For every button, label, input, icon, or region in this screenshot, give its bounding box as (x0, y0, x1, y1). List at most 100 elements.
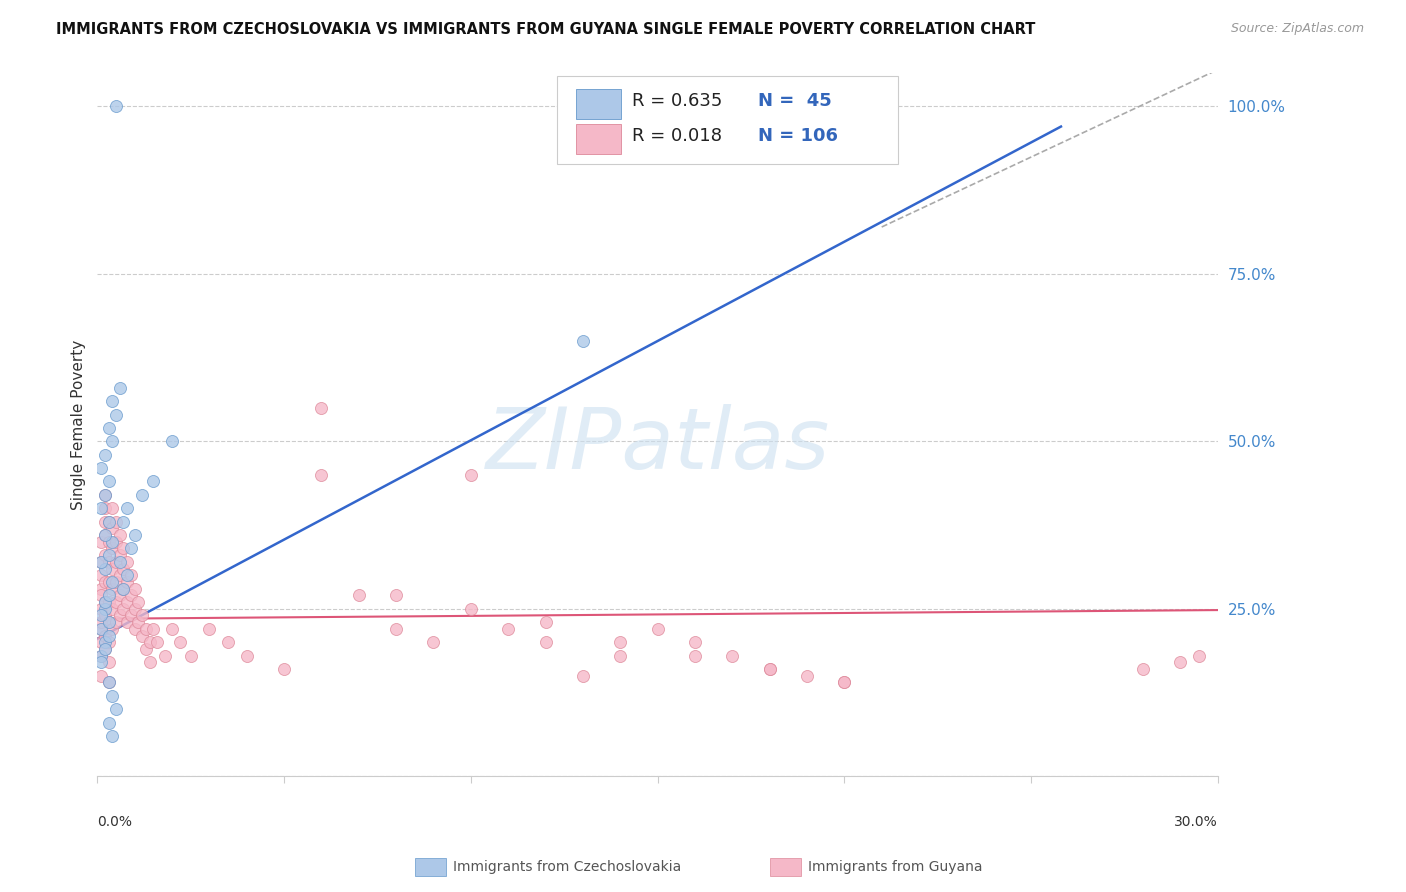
Point (101, 394, 124, 409)
Point (94, 628, 117, 642)
Point (97, 534, 120, 549)
Point (90, 622, 112, 636)
Point (834, 675, 856, 690)
Point (90, 588, 112, 602)
Point (460, 467, 482, 482)
Point (97, 628, 120, 642)
Point (160, 434, 183, 449)
Point (496, 622, 519, 636)
Point (834, 675, 856, 690)
Point (101, 534, 124, 549)
Point (115, 595, 138, 609)
Point (198, 622, 221, 636)
Point (97, 588, 120, 602)
Point (105, 534, 128, 549)
Point (94, 488, 117, 502)
Point (135, 641, 157, 656)
Point (97, 675, 120, 690)
Point (105, 595, 128, 609)
Point (460, 601, 482, 615)
Point (94, 528, 117, 542)
Point (90, 555, 112, 569)
Point (180, 648, 202, 663)
Point (94, 488, 117, 502)
Point (112, 515, 135, 529)
Point (90, 656, 112, 670)
Text: N = 106: N = 106 (758, 128, 838, 145)
Point (108, 568, 131, 582)
Point (94, 574, 117, 589)
Point (347, 588, 370, 602)
Point (124, 622, 146, 636)
Point (146, 635, 169, 649)
Point (609, 648, 631, 663)
Point (311, 467, 333, 482)
Point (142, 622, 165, 636)
Text: IMMIGRANTS FROM CZECHOSLOVAKIA VS IMMIGRANTS FROM GUYANA SINGLE FEMALE POVERTY C: IMMIGRANTS FROM CZECHOSLOVAKIA VS IMMIGR… (56, 22, 1036, 37)
Point (124, 582, 146, 596)
Point (90, 568, 112, 582)
Point (97, 574, 120, 589)
Point (115, 501, 138, 516)
Text: Immigrants from Czechoslovakia: Immigrants from Czechoslovakia (453, 860, 681, 874)
Point (108, 528, 131, 542)
Point (1170, 656, 1192, 670)
Point (105, 574, 128, 589)
Point (94, 528, 117, 542)
Point (127, 595, 149, 609)
Point (94, 561, 117, 575)
Text: 30.0%: 30.0% (1174, 814, 1218, 829)
Point (108, 588, 131, 602)
Point (385, 588, 408, 602)
Point (94, 641, 117, 656)
Point (101, 541, 124, 556)
Point (101, 434, 124, 449)
Point (90, 601, 112, 615)
Text: Source: ZipAtlas.com: Source: ZipAtlas.com (1230, 22, 1364, 36)
Point (90, 461, 112, 475)
Point (94, 501, 117, 516)
Point (108, 548, 131, 562)
Point (115, 574, 138, 589)
Point (138, 656, 160, 670)
Point (108, 608, 131, 623)
Point (217, 635, 239, 649)
Point (120, 608, 142, 623)
Point (115, 568, 138, 582)
Point (534, 635, 557, 649)
Point (97, 615, 120, 629)
Point (90, 648, 112, 663)
Point (94, 548, 117, 562)
Point (90, 648, 112, 663)
Point (683, 635, 706, 649)
Point (112, 541, 135, 556)
Point (94, 635, 117, 649)
Point (112, 601, 135, 615)
Point (124, 601, 146, 615)
Point (108, 555, 131, 569)
Point (97, 615, 120, 629)
Text: R = 0.635: R = 0.635 (631, 92, 723, 110)
Point (273, 662, 295, 676)
Point (101, 521, 124, 535)
Point (131, 628, 153, 642)
Text: N =  45: N = 45 (758, 92, 832, 110)
Point (97, 555, 120, 569)
Point (90, 555, 112, 569)
Bar (576, 124, 620, 153)
Point (135, 622, 157, 636)
Point (97, 515, 120, 529)
Point (127, 615, 149, 629)
Point (94, 595, 117, 609)
Point (97, 635, 120, 649)
FancyBboxPatch shape (557, 77, 898, 164)
Point (101, 582, 124, 596)
Text: ZIPatlas: ZIPatlas (485, 404, 830, 487)
Text: 0.0%: 0.0% (97, 814, 132, 829)
Point (142, 475, 165, 489)
Point (94, 448, 117, 462)
Y-axis label: Single Female Poverty: Single Female Poverty (72, 340, 86, 509)
Point (90, 635, 112, 649)
Point (235, 648, 257, 663)
Point (1188, 648, 1211, 663)
